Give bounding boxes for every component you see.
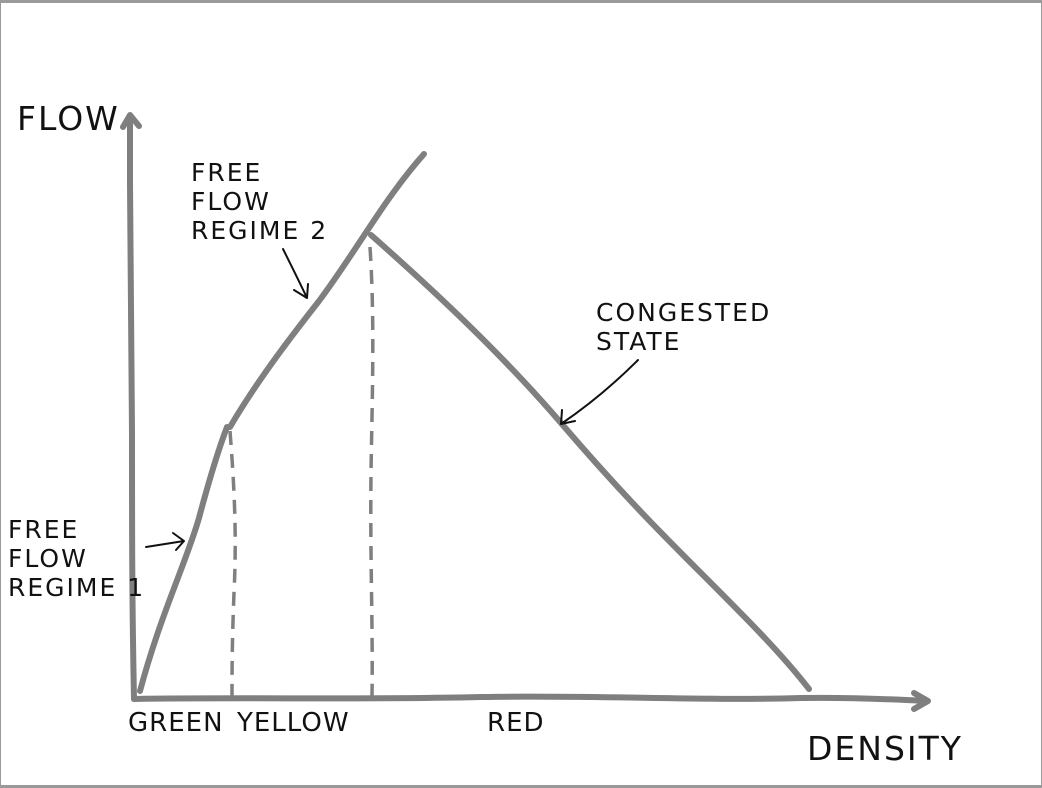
congested-state-label: CONGESTED STATE	[596, 298, 772, 356]
x-axis-arrowhead	[911, 690, 931, 712]
green-yellow-boundary	[228, 430, 237, 698]
x-axis-label: DENSITY	[807, 729, 963, 768]
free-flow-regime-1-line	[137, 424, 230, 694]
zone-label-yellow: YELLOW	[237, 708, 350, 738]
free-flow-regime-1-label: FREE FLOW REGIME 1	[8, 515, 146, 602]
regime-2-pointer-arrow	[282, 248, 309, 299]
regime-1-pointer-arrow	[145, 532, 185, 551]
free-flow-regime-2-line	[227, 151, 427, 430]
x-axis	[131, 693, 930, 704]
y-axis-label: FLOW	[17, 99, 120, 138]
diagram-svg	[120, 112, 931, 712]
yellow-red-boundary	[368, 246, 375, 698]
y-axis-arrowhead	[120, 112, 142, 130]
y-axis	[126, 113, 137, 702]
congested-state-line	[368, 232, 812, 692]
zone-label-green: GREEN	[128, 708, 224, 738]
zone-label-red: RED	[487, 708, 545, 738]
free-flow-regime-2-label: FREE FLOW REGIME 2	[191, 158, 329, 245]
congested-pointer-arrow	[560, 359, 639, 425]
